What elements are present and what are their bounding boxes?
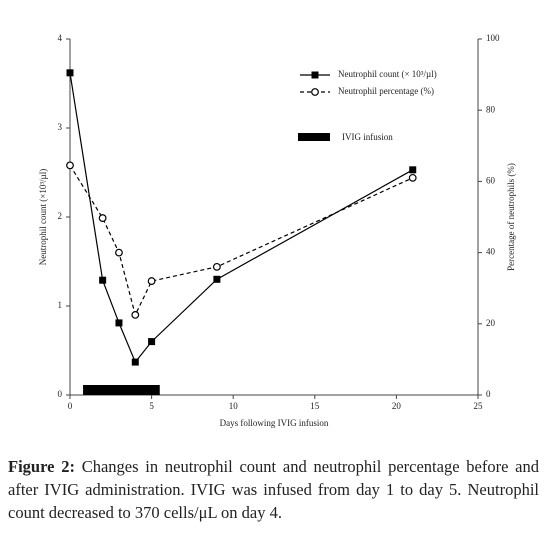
- y2-tick-label: 40: [486, 247, 496, 257]
- marker: [115, 319, 123, 327]
- marker: [213, 275, 221, 283]
- legend-label: IVIG infusion: [342, 132, 393, 142]
- marker: [212, 262, 221, 271]
- y2-tick-label: 20: [486, 318, 496, 328]
- y-tick-label: 2: [58, 211, 63, 221]
- y-tick-label: 3: [58, 122, 63, 132]
- caption-label: Figure 2:: [8, 457, 75, 476]
- x-tick-label: 5: [149, 401, 154, 411]
- x-tick-label: 25: [474, 401, 484, 411]
- legend-label: Neutrophil count (× 10³/µl): [338, 69, 437, 79]
- legend-marker: [311, 88, 319, 96]
- marker: [131, 311, 140, 319]
- y2-tick-label: 100: [486, 33, 500, 43]
- y-tick-label: 0: [58, 389, 63, 399]
- legend-marker: [311, 71, 319, 79]
- x-tick-label: 20: [392, 401, 402, 411]
- y-axis-title: Neutrophil count (×10³/µl): [38, 169, 48, 265]
- y2-tick-label: 60: [486, 175, 496, 185]
- marker: [147, 277, 156, 285]
- x-axis-title: Days following IVIG infusion: [220, 418, 329, 428]
- marker: [408, 173, 417, 182]
- marker: [99, 276, 107, 284]
- y2-tick-label: 80: [486, 104, 496, 114]
- chart: Days following IVIG infusion Neutrophil …: [38, 33, 516, 428]
- series-line: [69, 72, 414, 364]
- marker: [148, 338, 156, 346]
- marker: [98, 214, 107, 222]
- y-tick-label: 1: [58, 300, 63, 310]
- caption-text: Changes in neutrophil count and neutroph…: [8, 457, 540, 522]
- marker: [409, 166, 417, 174]
- y2-axis-title: Percentage of neutrophils (%): [506, 163, 516, 271]
- series-line: [69, 165, 413, 317]
- marker: [131, 358, 139, 366]
- caption: Figure 2: Changes in neutrophil count an…: [8, 455, 539, 524]
- marker: [66, 161, 74, 170]
- y-tick-label: 4: [58, 33, 63, 43]
- y2-tick-label: 0: [486, 389, 491, 399]
- marker: [66, 69, 74, 77]
- legend-label: Neutrophil percentage (%): [338, 86, 434, 96]
- x-tick-label: 15: [310, 401, 320, 411]
- marker: [115, 248, 123, 257]
- x-tick-label: 0: [68, 401, 73, 411]
- infusion-bar: [83, 385, 160, 395]
- x-tick-label: 10: [229, 401, 239, 411]
- legend-swatch: [298, 133, 330, 141]
